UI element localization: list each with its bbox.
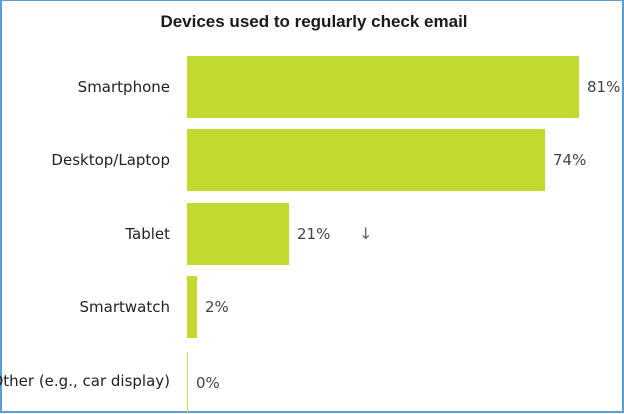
bar-row: Smartwatch 2% [2, 276, 624, 338]
value-label: 0% [196, 374, 220, 392]
value-label: 74% [553, 151, 587, 169]
bar [187, 352, 188, 414]
category-label: Tablet [125, 225, 170, 243]
category-label: Desktop/Laptop [51, 151, 170, 169]
chart-title: Devices used to regularly check email [160, 12, 468, 31]
bar [187, 276, 197, 338]
down-arrow-icon: ↓ [359, 224, 373, 243]
value-label: 2% [205, 298, 229, 316]
bar [187, 203, 289, 265]
bar-row: Smartphone 81% [2, 56, 624, 118]
category-label: Other (e.g., car display) [0, 372, 170, 390]
bar [187, 56, 579, 118]
value-label: 21% [297, 225, 331, 243]
bar-row: Desktop/Laptop 74% [2, 129, 624, 191]
bar [187, 129, 545, 191]
category-label: Smartwatch [79, 298, 170, 316]
category-label: Smartphone [77, 78, 170, 96]
bar-row: Other (e.g., car display) 0% [0, 350, 624, 414]
value-label: 81% [587, 78, 621, 96]
bar-row: Tablet 21% ↓ [2, 203, 624, 265]
